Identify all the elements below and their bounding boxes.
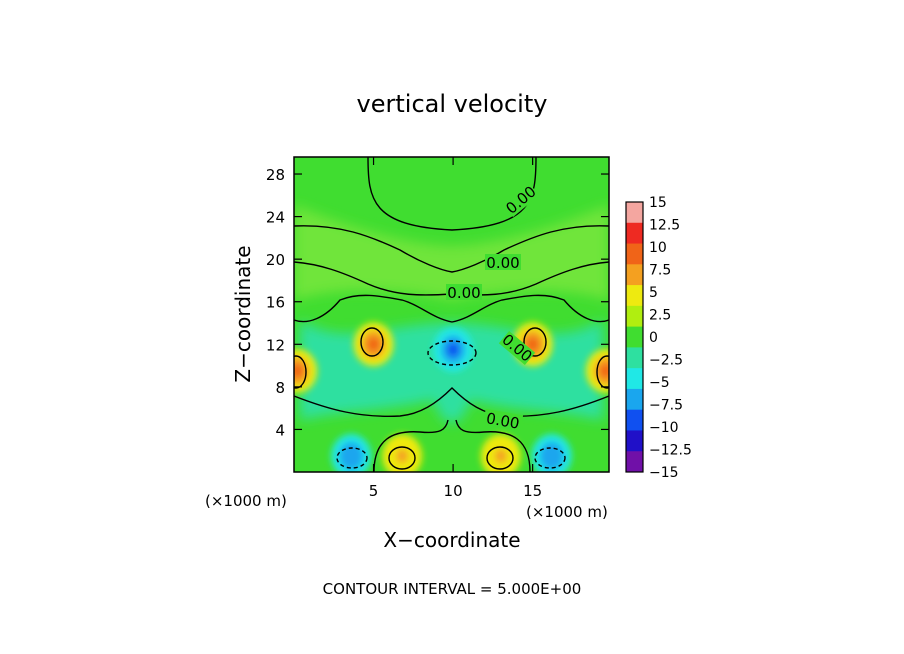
colorbar-label: −2.5	[649, 353, 683, 369]
contour-zero-cell-edge	[294, 294, 609, 323]
colorbar: 15 12.5 10 7.5 5 2.5 0 −2.5 −5 −7.5 −10 −12.5 −15	[625, 195, 692, 481]
colorbar-swatch	[626, 264, 643, 286]
x-axis: 5 10 15	[369, 157, 542, 500]
colorbar-label: −7.5	[649, 398, 683, 414]
contour-minus5-center	[427, 340, 477, 366]
plot-area	[294, 157, 609, 472]
colorbar-label: 2.5	[649, 308, 671, 324]
colorbar-swatch	[626, 347, 643, 369]
contour-zero-lower-left	[294, 387, 609, 418]
contour-plus5-left-cell	[360, 327, 384, 357]
y-tick-label: 20	[266, 251, 285, 269]
field-background	[294, 157, 609, 472]
y-tick-label: 8	[275, 379, 285, 397]
x-unit-right: (×1000 m)	[526, 503, 608, 521]
contours	[294, 157, 609, 472]
feature-downdraft-core	[447, 342, 460, 357]
contour-interval-note: CONTOUR INTERVAL = 5.000E+00	[323, 580, 582, 598]
feature-downdraft-core	[345, 449, 358, 464]
colorbar-frame	[625, 201, 644, 473]
colorbar-swatch	[626, 430, 643, 452]
contour-minus5-bottom-right	[534, 447, 566, 469]
colorbar-label: −5	[649, 375, 670, 391]
y-tick-label: 12	[266, 336, 285, 354]
colorbar-label: 7.5	[649, 263, 671, 279]
contour-zero-mid-left	[294, 261, 453, 296]
colorbar-swatch	[626, 243, 643, 265]
colorbar-swatch	[626, 285, 643, 307]
x-tick-label: 15	[523, 482, 542, 500]
weak-updraft-band	[294, 205, 609, 300]
colorbar-swatch	[626, 222, 643, 245]
colorbar-label: −15	[649, 465, 679, 481]
y-tick-label: 28	[266, 166, 285, 184]
colorbar-swatch	[626, 368, 643, 390]
contour-zero-upper-left	[294, 225, 609, 273]
x-tick-label: 5	[369, 482, 379, 500]
x-axis-label: X−coordinate	[383, 528, 520, 552]
y-axis-label: Z−coordinate	[231, 245, 255, 382]
y-tick-label: 24	[266, 209, 285, 227]
x-tick-label: 10	[444, 482, 463, 500]
feature-updraft-core	[526, 337, 539, 352]
colorbar-label: −10	[649, 420, 679, 436]
x-unit-left: (×1000 m)	[205, 492, 287, 510]
colorbar-swatch	[626, 326, 643, 348]
chart-title: vertical velocity	[357, 90, 548, 118]
contour-plus5-bottom-left	[388, 446, 416, 470]
y-tick-label: 4	[275, 421, 285, 439]
feature-downdraft-core	[545, 449, 558, 464]
plot-frame	[293, 156, 610, 473]
colorbar-swatch	[626, 202, 643, 224]
y-axis: 4 8 12 16 20 24 28	[266, 166, 609, 439]
colorbar-swatch	[626, 451, 643, 473]
contour-label: 0.00	[447, 284, 480, 302]
contour-plus5-right-edge	[596, 355, 609, 389]
colorbar-label: 5	[649, 285, 658, 301]
feature-updraft-core	[396, 449, 409, 464]
contour-minus5-bottom-left	[336, 447, 368, 469]
colorbar-swatch	[626, 305, 643, 328]
colorbar-label: 0	[649, 330, 658, 346]
colorbar-label: 15	[649, 195, 667, 211]
feature-updraft-core	[599, 363, 609, 378]
contour-plus5-bottom-right	[486, 446, 514, 470]
feature-updraft-core	[294, 363, 304, 378]
contour-zero-bottom-right	[455, 419, 531, 472]
colorbar-swatch	[626, 388, 643, 411]
colorbar-label: −12.5	[649, 443, 692, 459]
contour-plus5-right-cell	[523, 327, 547, 357]
feature-updraft-core	[494, 449, 507, 464]
contour-zero-bottom-left	[373, 419, 449, 472]
y-tick-label: 16	[266, 294, 285, 312]
colorbar-swatch	[626, 409, 643, 431]
contour-label: 0.00	[486, 254, 519, 272]
contour-labels: 0.00 0.00 0.00 0.00 0.00	[446, 182, 540, 433]
contour-label: 0.00	[485, 409, 521, 433]
contour-plus5-left-edge	[294, 355, 307, 389]
colorbar-label: 10	[649, 240, 667, 256]
colorbar-label: 12.5	[649, 218, 680, 234]
feature-updraft-core	[367, 337, 380, 352]
